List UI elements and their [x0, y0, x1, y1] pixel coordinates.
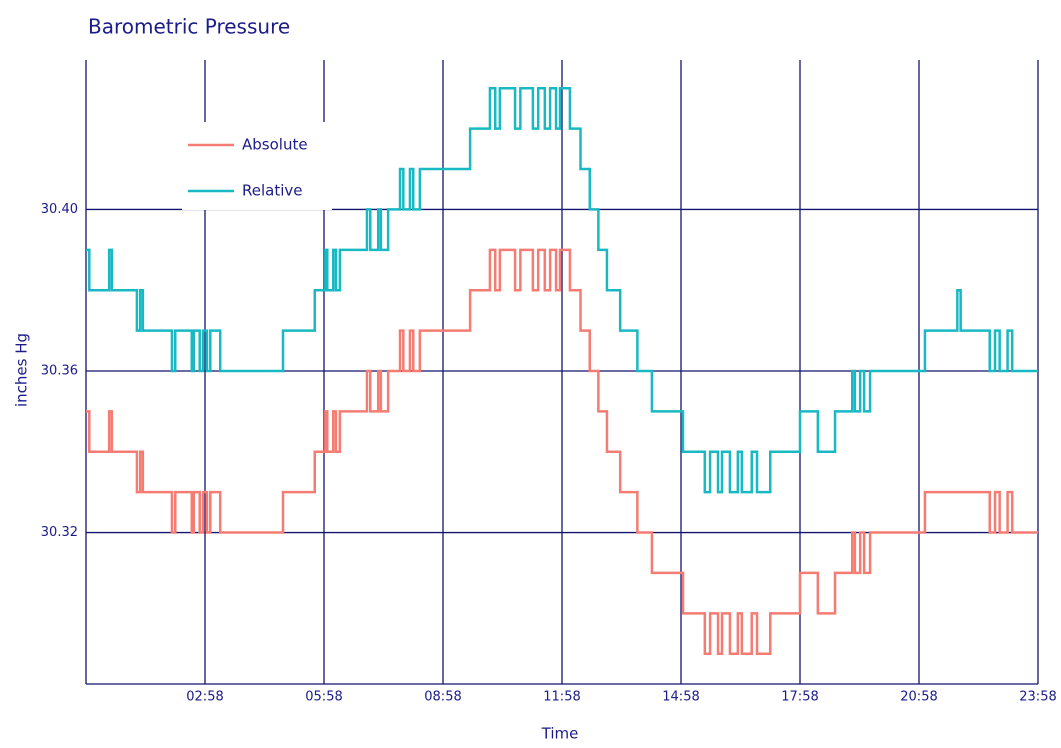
y-tick-label: 30.36 — [41, 363, 78, 378]
x-tick-label: 08:58 — [424, 690, 461, 705]
x-tick-label: 05:58 — [305, 690, 342, 705]
chart-title: Barometric Pressure — [88, 15, 290, 39]
legend-label: Absolute — [242, 136, 308, 154]
y-tick-label: 30.40 — [41, 202, 78, 217]
x-tick-label: 23:58 — [1019, 690, 1056, 705]
y-axis-label: inches Hg — [13, 333, 31, 407]
x-axis-label: Time — [541, 725, 579, 743]
y-tick-label: 30.32 — [41, 525, 78, 540]
x-tick-label: 14:58 — [662, 690, 699, 705]
x-tick-label: 20:58 — [900, 690, 937, 705]
series-line — [86, 87, 1038, 494]
x-tick-label: 17:58 — [781, 690, 818, 705]
legend-label: Relative — [242, 182, 303, 200]
legend-box — [182, 122, 332, 210]
x-tick-label: 02:58 — [186, 690, 223, 705]
x-tick-label: 11:58 — [543, 690, 580, 705]
series-line — [86, 248, 1038, 655]
